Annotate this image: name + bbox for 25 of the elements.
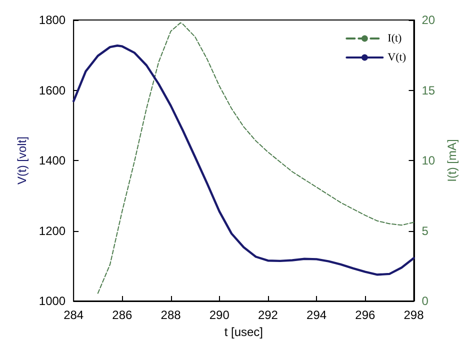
x-tick-label: 296 — [355, 308, 376, 322]
line-series — [97, 22, 414, 294]
y-tick-label: 1800 — [38, 13, 66, 27]
x-tick-label: 288 — [160, 308, 182, 322]
x-tick-label: 298 — [404, 308, 424, 322]
y2-tick-label: 10 — [422, 154, 436, 168]
y-axis-title: V(t) [volt] — [15, 136, 29, 185]
y-tick-label: 1200 — [38, 224, 66, 238]
y2-tick-label: 20 — [422, 13, 436, 27]
y2-axis-title: I(t) [mA] — [445, 139, 459, 182]
y2-tick-label: 0 — [422, 294, 429, 308]
y2-tick-label: 5 — [422, 224, 429, 238]
legend-label: I(t) — [388, 32, 402, 44]
y2-tick-label: 15 — [422, 83, 436, 98]
x-axis-title: t [usec] — [224, 324, 264, 339]
x-tick-label: 284 — [64, 308, 84, 322]
x-tick-label: 286 — [112, 308, 133, 322]
line-series — [72, 44, 415, 276]
y-tick-label: 1600 — [38, 83, 66, 98]
y-tick-label: 1000 — [38, 294, 66, 308]
x-tick-label: 292 — [258, 308, 278, 322]
y-tick-label: 1400 — [38, 154, 66, 168]
x-tick-label: 294 — [306, 308, 327, 322]
x-tick-label: 290 — [209, 308, 230, 322]
legend-label: V(t) — [388, 52, 406, 64]
